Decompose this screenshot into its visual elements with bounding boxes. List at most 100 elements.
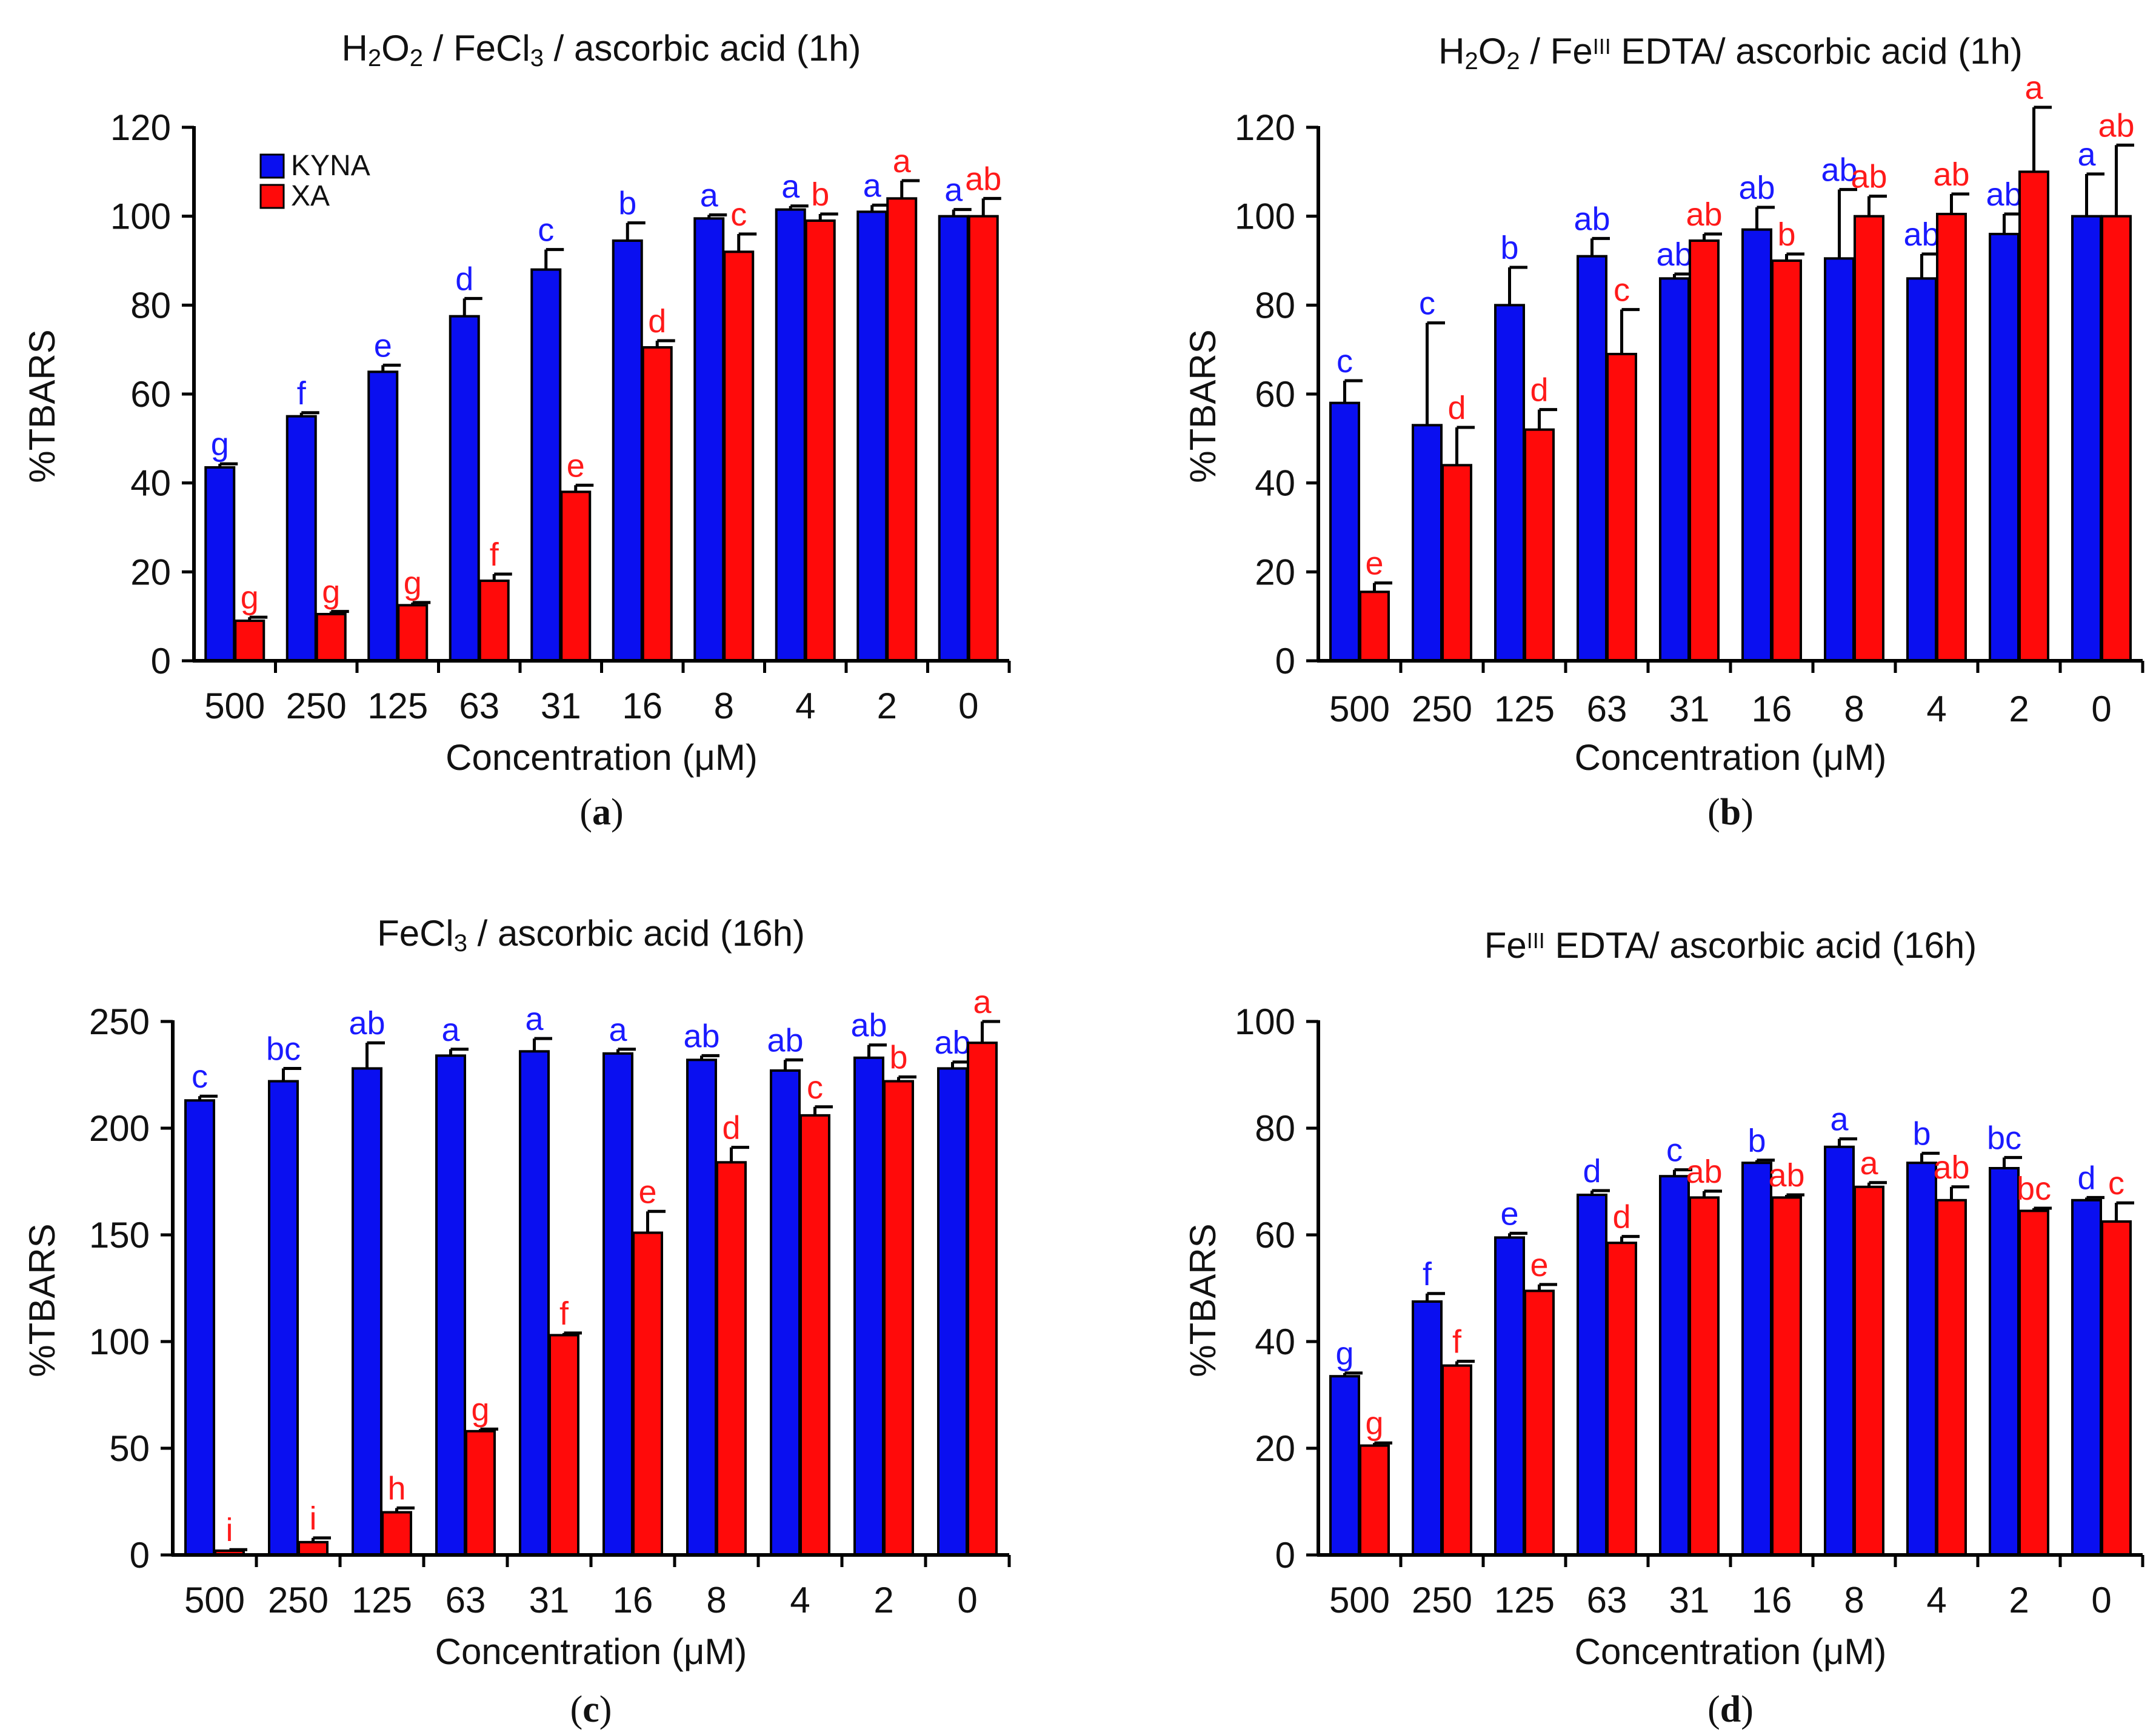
bar-kyna xyxy=(519,1050,550,1556)
significance-letter-xa: a xyxy=(1860,1145,1878,1182)
panel-label-letter: a xyxy=(592,792,611,833)
panel-label-letter: c xyxy=(582,1689,599,1730)
x-tick-label: 31 xyxy=(1669,1580,1710,1620)
significance-letter-kyna: d xyxy=(455,261,473,297)
x-tick-label: 2 xyxy=(2009,1580,2029,1620)
bar-kyna xyxy=(1577,255,1607,662)
significance-letter-kyna: c xyxy=(1666,1132,1683,1169)
significance-letter-kyna: ab xyxy=(1574,201,1610,237)
bar-xa xyxy=(1359,590,1390,662)
panel-label-open: ( xyxy=(1707,792,1720,833)
significance-letter-xa: ab xyxy=(1686,1154,1722,1190)
bar-xa xyxy=(1771,1196,1802,1556)
y-tick-label: 100 xyxy=(1235,1001,1295,1042)
x-tick-label: 16 xyxy=(1752,1580,1792,1620)
significance-letter-kyna: ab xyxy=(934,1025,970,1061)
bar-kyna xyxy=(204,466,236,662)
significance-letter-xa: g xyxy=(1365,1405,1383,1442)
x-tick-label: 2 xyxy=(877,686,897,726)
significance-letter-kyna: d xyxy=(1583,1153,1601,1189)
bar-xa xyxy=(723,250,755,663)
bar-xa xyxy=(886,197,918,663)
y-tick-label: 100 xyxy=(89,1322,150,1362)
significance-letter-xa: d xyxy=(722,1110,740,1146)
significance-letter-kyna: ab xyxy=(767,1022,803,1058)
x-tick-label: 8 xyxy=(706,1580,726,1620)
y-tick-label: 80 xyxy=(1255,1108,1295,1149)
y-tick-label: 50 xyxy=(109,1428,150,1469)
bar-kyna xyxy=(285,415,317,663)
bar-kyna xyxy=(449,315,480,662)
bar-kyna xyxy=(367,370,399,662)
x-tick-label: 125 xyxy=(1494,689,1555,729)
significance-letter-xa: c xyxy=(1614,272,1630,309)
bar-kyna xyxy=(1494,1236,1525,1556)
x-tick-label: 500 xyxy=(204,686,265,726)
chart-title-part-4: / FeCl xyxy=(423,28,530,69)
panel-label-open: ( xyxy=(1707,1689,1720,1730)
y-tick-label: 40 xyxy=(130,463,171,504)
y-tick-label: 60 xyxy=(130,374,171,415)
bar-kyna xyxy=(1412,424,1443,662)
significance-letter-kyna: b xyxy=(1912,1115,1931,1152)
chart-title-part-2: O xyxy=(381,28,410,69)
x-tick-label: 250 xyxy=(1412,1580,1472,1620)
chart-title: FeIII EDTA/ ascorbic acid (16h) xyxy=(1484,925,1977,966)
significance-letter-xa: ab xyxy=(1686,196,1722,233)
bar-kyna xyxy=(1906,1162,1937,1556)
panel-a: H2O2 / FeCl3 / ascorbic acid (1h)0204060… xyxy=(22,28,1011,833)
significance-letter-xa: d xyxy=(648,303,666,339)
bar-xa xyxy=(2101,215,2132,662)
significance-letter-kyna: ab xyxy=(683,1018,719,1054)
y-tick-label: 100 xyxy=(110,196,171,237)
x-tick-label: 0 xyxy=(2091,1580,2111,1620)
bar-kyna xyxy=(856,210,888,663)
bar-xa xyxy=(1854,215,1884,662)
x-tick-label: 16 xyxy=(622,686,662,726)
bar-xa xyxy=(234,620,265,662)
significance-letter-xa: a xyxy=(2024,70,2043,106)
significance-letter-xa: g xyxy=(471,1391,489,1428)
chart-title-part-2: O xyxy=(1478,31,1507,72)
significance-letter-kyna: g xyxy=(1335,1336,1353,1372)
y-tick-label: 40 xyxy=(1255,463,1295,504)
chart-title-part-1: 2 xyxy=(368,45,381,72)
bar-kyna xyxy=(1906,277,1937,663)
significance-letter-xa: g xyxy=(241,580,259,616)
significance-letter-xa: c xyxy=(730,196,747,233)
significance-letter-kyna: c xyxy=(192,1058,208,1095)
bar-xa xyxy=(799,1114,830,1556)
significance-letter-kyna: ab xyxy=(1821,152,1857,189)
y-tick-label: 20 xyxy=(1255,1428,1295,1469)
significance-letter-kyna: a xyxy=(609,1012,627,1048)
y-tick-label: 20 xyxy=(1255,552,1295,592)
significance-letter-xa: e xyxy=(1365,546,1383,582)
bar-xa xyxy=(804,219,836,662)
significance-letter-kyna: c xyxy=(538,212,554,249)
bar-kyna xyxy=(1741,1162,1772,1556)
panel-label: (c) xyxy=(570,1689,612,1730)
chart-title-part-1: III xyxy=(1527,928,1545,953)
chart-title-part-2: / ascorbic acid (16h) xyxy=(467,913,805,954)
bar-xa xyxy=(1771,259,1802,662)
chart-title-part-0: Fe xyxy=(1484,925,1527,966)
y-tick-label: 80 xyxy=(130,285,171,326)
chart-title-part-0: FeCl xyxy=(377,913,454,954)
x-tick-label: 63 xyxy=(446,1580,486,1620)
y-tick-label: 0 xyxy=(151,641,171,681)
x-tick-label: 4 xyxy=(1926,689,1946,729)
x-tick-label: 16 xyxy=(1752,689,1792,729)
significance-letter-xa: g xyxy=(404,565,422,601)
significance-letter-kyna: c xyxy=(1419,286,1435,322)
significance-letter-xa: ab xyxy=(965,161,1001,197)
significance-letter-xa: i xyxy=(310,1500,317,1537)
chart-title-part-6: EDTA/ ascorbic acid (1h) xyxy=(1611,31,2023,72)
bar-kyna xyxy=(1824,257,1855,663)
significance-letter-xa: ab xyxy=(1768,1157,1804,1194)
x-axis-label: Concentration (μM) xyxy=(1575,1631,1887,1672)
chart-title-part-2: EDTA/ ascorbic acid (16h) xyxy=(1545,925,1977,966)
significance-letter-xa: f xyxy=(1452,1324,1462,1360)
y-axis-label: %TBARS xyxy=(22,329,62,483)
